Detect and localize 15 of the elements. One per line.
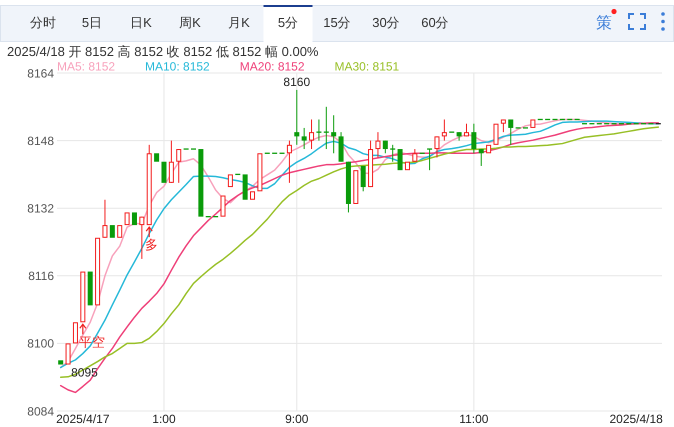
annotation: 多 xyxy=(145,237,158,252)
x-tick-label: 2025/4/17 xyxy=(56,412,110,426)
side-label: 策 xyxy=(596,15,612,32)
x-tick-label: 1:00 xyxy=(152,412,176,426)
y-tick-label: 8100 xyxy=(27,336,54,351)
x-tick-label: 2025/4/18 xyxy=(609,412,664,426)
y-tick-label: 8132 xyxy=(27,202,54,216)
y-tick-label: 8116 xyxy=(28,269,54,284)
y-tick-label: 8164 xyxy=(27,66,54,80)
y-tick-label: 8148 xyxy=(27,134,54,148)
y-tick-label: 8084 xyxy=(27,404,54,418)
legend: MA5: 8152 MA10: 8152 MA20: 8152 MA30: 8151 xyxy=(57,60,400,74)
x-tick-label: 9:00 xyxy=(285,412,309,426)
subtitle: 2025/4/18 开 8152 高 8152 收 8152 低 8152 幅 0.00% xyxy=(7,44,318,59)
x-tick-label: 11:00 xyxy=(459,412,489,426)
